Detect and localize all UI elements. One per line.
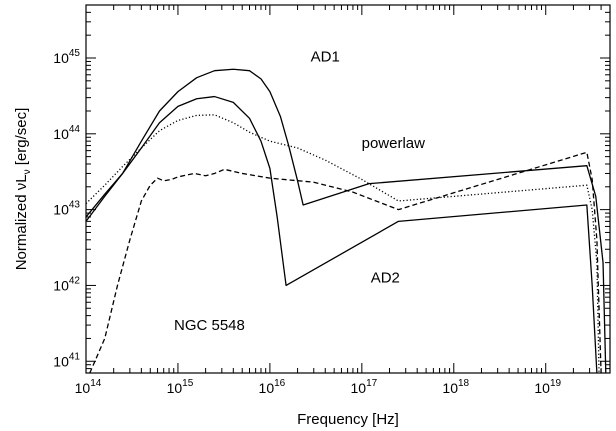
annotation-ngc-5548: NGC 5548 xyxy=(174,317,245,334)
x-axis-title: Frequency [Hz] xyxy=(297,411,399,428)
x-tick-label: 1018 xyxy=(442,378,469,396)
x-tick-label: 1017 xyxy=(350,378,377,396)
tick-layer xyxy=(85,4,611,374)
y-tick-label: 1043 xyxy=(53,200,80,218)
x-tick-label: 1015 xyxy=(167,378,194,396)
x-tick-label: 1016 xyxy=(259,378,286,396)
series-line-ad2 xyxy=(85,95,598,374)
y-axis-title: Normalized νLν [erg/sec] xyxy=(13,108,33,271)
series-line-ad1 xyxy=(85,68,607,374)
annotation-ad1: AD1 xyxy=(311,48,340,65)
y-tick-label: 1044 xyxy=(53,124,80,142)
x-tick-label: 1014 xyxy=(75,378,102,396)
x-tick-label: 1019 xyxy=(534,378,561,396)
series-layer xyxy=(85,68,607,374)
label-layer: 1014 1015 1016 1017 1018 1019 1041 1042 1043 1044… xyxy=(53,48,561,396)
plot-frame xyxy=(85,4,611,374)
series-line-ngc-5548 xyxy=(89,151,602,374)
annotation-powerlaw: powerlaw xyxy=(362,135,426,152)
y-tick-label: 1042 xyxy=(53,275,80,293)
y-tick-label: 1041 xyxy=(53,351,80,369)
annotation-ad2: AD2 xyxy=(371,269,400,286)
y-tick-label: 1045 xyxy=(53,48,80,66)
series-line-powerlaw xyxy=(85,114,600,374)
